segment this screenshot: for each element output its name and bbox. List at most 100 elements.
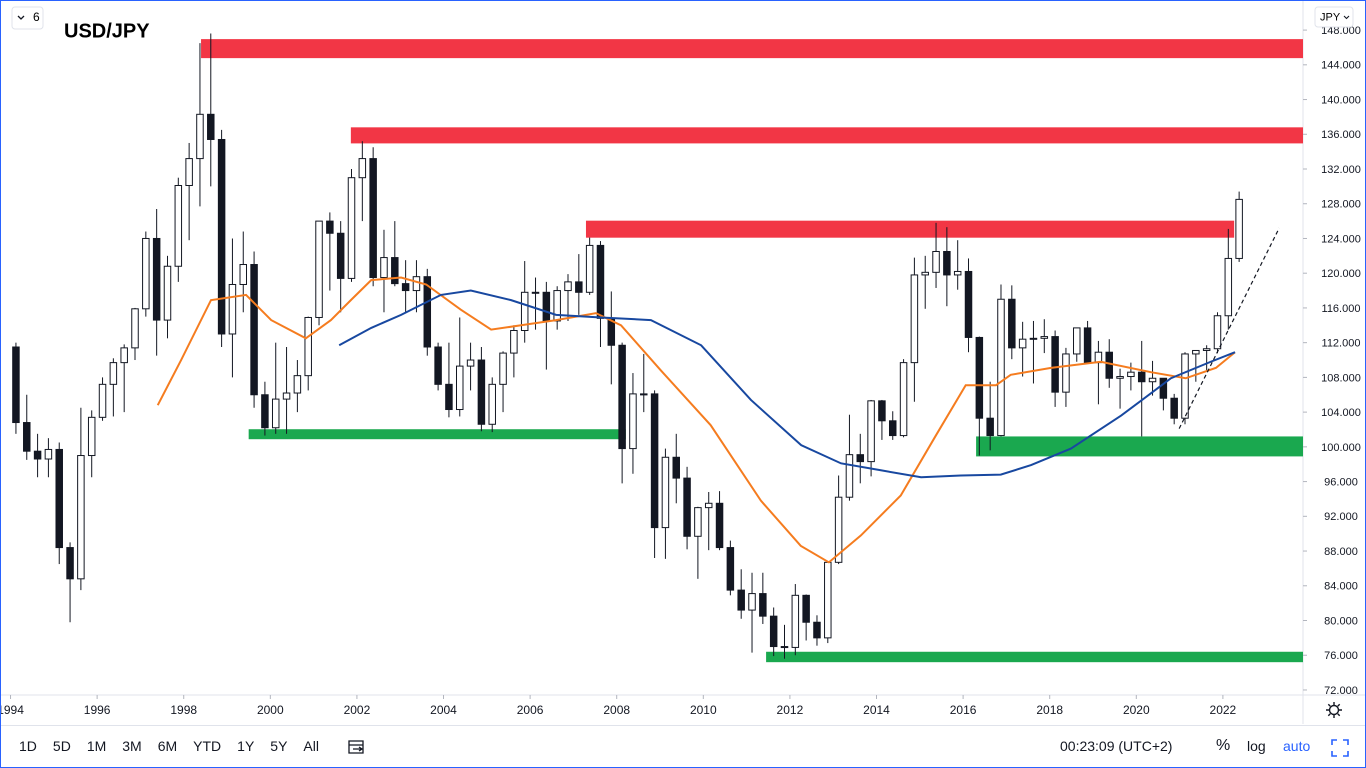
x-tick-label: 1998 bbox=[170, 703, 197, 717]
candle-body bbox=[347, 177, 356, 279]
clock: 00:23:09 (UTC+2) bbox=[1060, 738, 1173, 754]
range-button[interactable]: 3M bbox=[122, 738, 142, 754]
candle-body bbox=[1192, 349, 1200, 355]
candle-body bbox=[228, 283, 237, 335]
range-button[interactable]: 5D bbox=[52, 738, 71, 754]
currency-label: JPY bbox=[1320, 11, 1341, 23]
candle-body bbox=[878, 400, 886, 422]
range-button[interactable]: 1D bbox=[19, 738, 37, 754]
candle-body bbox=[207, 113, 215, 140]
currency-button[interactable]: JPY bbox=[1314, 6, 1354, 28]
x-tick-label: 2002 bbox=[344, 703, 371, 717]
candle-body bbox=[997, 298, 1005, 437]
candle-body bbox=[174, 185, 183, 267]
y-tick-label: 120.000 bbox=[1321, 268, 1361, 280]
candle-body bbox=[293, 375, 302, 394]
candle-body bbox=[921, 271, 929, 276]
y-tick-label: 96.000 bbox=[1324, 476, 1358, 488]
candle-body bbox=[596, 244, 605, 319]
currency-box[interactable] bbox=[1314, 6, 1354, 28]
candle-body bbox=[282, 392, 291, 400]
candle-body bbox=[152, 237, 161, 321]
candle-body bbox=[33, 450, 42, 460]
candle-body bbox=[391, 257, 399, 285]
bottom-toolbar: 1D 5D 1M 3M 6M YTD 1Y 5Y All 00:23:09 (UTC+2) % … bbox=[1, 725, 1365, 767]
y-tick-label: 72.000 bbox=[1324, 685, 1358, 697]
interval-box[interactable] bbox=[11, 6, 44, 30]
candle-body bbox=[910, 274, 919, 364]
gear-teeth bbox=[1326, 702, 1342, 718]
candle-body bbox=[975, 336, 984, 419]
candle-body bbox=[1213, 315, 1222, 350]
candle-body bbox=[856, 454, 865, 463]
candle-body bbox=[769, 615, 778, 648]
candle-body bbox=[672, 456, 680, 479]
interval-button[interactable]: 6 bbox=[11, 6, 44, 30]
candle-body bbox=[932, 250, 940, 273]
candle-body bbox=[412, 276, 421, 292]
moving-average bbox=[338, 289, 1236, 479]
candle-body bbox=[824, 561, 832, 639]
x-tick-label: 2006 bbox=[517, 703, 544, 717]
zone bbox=[766, 651, 1303, 663]
candle-body bbox=[834, 496, 843, 563]
y-tick-label: 116.000 bbox=[1322, 303, 1361, 315]
y-tick-label: 124.000 bbox=[1321, 233, 1361, 245]
compare-icon[interactable] bbox=[347, 738, 369, 756]
gear[interactable] bbox=[1328, 704, 1340, 716]
candle-body bbox=[1235, 198, 1243, 259]
x-tick-label: 1996 bbox=[84, 703, 111, 717]
candle-body bbox=[1116, 376, 1124, 379]
range-button[interactable]: YTD bbox=[193, 738, 222, 754]
y-tick-label: 100.000 bbox=[1321, 442, 1361, 454]
x-tick-label: 2000 bbox=[257, 703, 284, 717]
candle-body bbox=[618, 344, 626, 450]
candle-body bbox=[791, 594, 800, 648]
x-tick-label: 2016 bbox=[950, 703, 977, 717]
y-tick-label: 148.000 bbox=[1321, 25, 1361, 37]
candle-body bbox=[315, 220, 323, 318]
range-button[interactable]: All bbox=[303, 738, 319, 754]
percent-toggle[interactable]: % bbox=[1216, 737, 1231, 754]
candle-body bbox=[1202, 348, 1211, 351]
candle-body bbox=[585, 244, 594, 293]
candle-body bbox=[499, 352, 507, 385]
auto-toggle[interactable]: auto bbox=[1283, 738, 1311, 754]
range-button[interactable]: 5Y bbox=[270, 738, 288, 754]
fullscreen-icon[interactable] bbox=[1330, 738, 1350, 758]
y-tick-label: 88.000 bbox=[1324, 546, 1358, 558]
candle-body bbox=[986, 417, 994, 437]
candle-body bbox=[575, 281, 583, 293]
zone bbox=[585, 220, 1235, 238]
x-tick-label: 2022 bbox=[1210, 703, 1237, 717]
y-tick-label: 144.000 bbox=[1321, 60, 1361, 72]
candle-body bbox=[542, 291, 551, 322]
candle-body bbox=[867, 400, 875, 463]
range-button[interactable]: 6M bbox=[157, 738, 178, 754]
settings-icon[interactable] bbox=[1326, 702, 1342, 718]
candle-body bbox=[737, 589, 745, 611]
candle-body bbox=[888, 420, 897, 437]
chevron bbox=[17, 15, 25, 20]
range-button[interactable]: 1Y bbox=[237, 738, 255, 754]
candle-body bbox=[358, 158, 367, 179]
range-button[interactable]: 1M bbox=[86, 738, 107, 754]
candle-body bbox=[488, 383, 496, 425]
log-toggle[interactable]: log bbox=[1247, 738, 1266, 754]
candle-body bbox=[1051, 336, 1059, 393]
candle-body bbox=[196, 113, 204, 160]
candle-body bbox=[44, 448, 53, 460]
chevron bbox=[1343, 15, 1350, 20]
x-tick-label: 2008 bbox=[603, 703, 630, 717]
candle-body bbox=[434, 346, 442, 385]
candle-body bbox=[704, 502, 713, 509]
candle-body bbox=[1148, 377, 1157, 383]
candle-body bbox=[1159, 377, 1168, 399]
icon-path bbox=[348, 740, 364, 754]
trendline bbox=[1178, 227, 1280, 429]
candle-body bbox=[261, 394, 269, 429]
candle-body bbox=[250, 264, 258, 396]
candle-body bbox=[466, 359, 475, 367]
interval-label: 6 bbox=[33, 10, 40, 24]
candle-body bbox=[185, 158, 193, 187]
